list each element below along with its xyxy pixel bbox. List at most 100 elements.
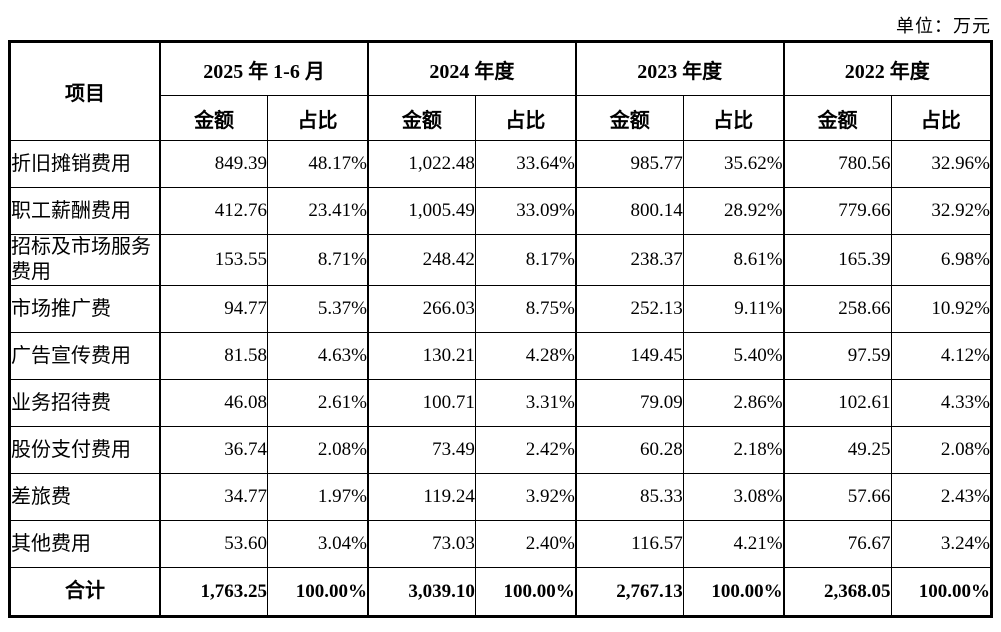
period-header-cell: 2025 年 1-6 月	[159, 41, 369, 96]
ratio-cell: 3.31%	[474, 379, 577, 427]
amount-cell: 800.14	[574, 187, 684, 235]
ratio-header-cell: 占比	[474, 95, 577, 141]
ratio-cell: 2.40%	[474, 520, 577, 568]
amount-cell: 266.03	[366, 285, 476, 333]
amount-cell: 779.66	[782, 187, 892, 235]
unit-label: 单位：万元	[896, 16, 991, 36]
amount-cell: 94.77	[159, 285, 269, 333]
ratio-header-cell: 占比	[682, 95, 785, 141]
ratio-cell: 1.97%	[267, 473, 369, 521]
amount-cell: 849.39	[159, 140, 269, 188]
amount-cell: 79.09	[574, 379, 684, 427]
amount-cell: 34.77	[159, 473, 269, 521]
ratio-cell: 48.17%	[267, 140, 369, 188]
ratio-cell: 2.08%	[890, 426, 993, 474]
ratio-cell: 2.43%	[890, 473, 993, 521]
row-label-cell: 其他费用	[9, 520, 161, 568]
table-row: 业务招待费 46.08 2.61% 100.71 3.31% 79.09 2.86% 102.…	[9, 379, 993, 427]
amount-header-cell: 金额	[159, 95, 269, 141]
amount-cell: 258.66	[782, 285, 892, 333]
table-row: 招标及市场服务费用 153.55 8.71% 248.42 8.17% 238.37 8.6…	[9, 234, 993, 286]
amount-header-cell: 金额	[782, 95, 892, 141]
ratio-cell: 9.11%	[682, 285, 785, 333]
amount-cell: 46.08	[159, 379, 269, 427]
table-body: 折旧摊销费用 849.39 48.17% 1,022.48 33.64% 985.77 35…	[9, 140, 993, 617]
amount-cell: 102.61	[782, 379, 892, 427]
amount-cell: 412.76	[159, 187, 269, 235]
amount-cell: 97.59	[782, 332, 892, 380]
table-row: 职工薪酬费用 412.76 23.41% 1,005.49 33.09% 800.14 28…	[9, 187, 993, 235]
item-column-header: 项目	[9, 41, 161, 141]
table-row: 股份支付费用 36.74 2.08% 73.49 2.42% 60.28 2.18% 49.2…	[9, 426, 993, 474]
ratio-cell: 2.61%	[267, 379, 369, 427]
ratio-cell: 3.04%	[267, 520, 369, 568]
row-label-cell: 股份支付费用	[9, 426, 161, 474]
ratio-cell: 4.33%	[890, 379, 993, 427]
ratio-cell: 5.40%	[682, 332, 785, 380]
amount-cell: 81.58	[159, 332, 269, 380]
table-row: 差旅费 34.77 1.97% 119.24 3.92% 85.33 3.08% 57.66 2…	[9, 473, 993, 521]
amount-cell: 248.42	[366, 234, 476, 286]
amount-cell: 76.67	[782, 520, 892, 568]
ratio-cell: 3.24%	[890, 520, 993, 568]
total-amount-cell: 3,039.10	[366, 567, 476, 617]
amount-cell: 119.24	[366, 473, 476, 521]
table-row: 折旧摊销费用 849.39 48.17% 1,022.48 33.64% 985.77 35…	[9, 140, 993, 188]
amount-cell: 153.55	[159, 234, 269, 286]
amount-header-cell: 金额	[366, 95, 476, 141]
period-header-cell: 2022 年度	[782, 41, 992, 96]
ratio-cell: 23.41%	[267, 187, 369, 235]
ratio-cell: 2.86%	[682, 379, 785, 427]
ratio-cell: 8.17%	[474, 234, 577, 286]
row-label-cell: 业务招待费	[9, 379, 161, 427]
ratio-cell: 4.12%	[890, 332, 993, 380]
amount-cell: 238.37	[574, 234, 684, 286]
total-amount-cell: 2,767.13	[574, 567, 684, 617]
ratio-cell: 4.21%	[682, 520, 785, 568]
row-label-cell: 折旧摊销费用	[9, 140, 161, 188]
amount-cell: 53.60	[159, 520, 269, 568]
amount-cell: 780.56	[782, 140, 892, 188]
amount-cell: 149.45	[574, 332, 684, 380]
ratio-cell: 4.63%	[267, 332, 369, 380]
table-row: 市场推广费 94.77 5.37% 266.03 8.75% 252.13 9.11% 258…	[9, 285, 993, 333]
ratio-cell: 8.71%	[267, 234, 369, 286]
amount-cell: 1,005.49	[366, 187, 476, 235]
ratio-header-cell: 占比	[890, 95, 993, 141]
total-amount-cell: 2,368.05	[782, 567, 892, 617]
ratio-cell: 8.75%	[474, 285, 577, 333]
ratio-cell: 5.37%	[267, 285, 369, 333]
total-ratio-cell: 100.00%	[267, 567, 369, 617]
amount-cell: 73.49	[366, 426, 476, 474]
period-header-cell: 2023 年度	[574, 41, 785, 96]
ratio-cell: 4.28%	[474, 332, 577, 380]
row-label-cell: 市场推广费	[9, 285, 161, 333]
ratio-cell: 2.08%	[267, 426, 369, 474]
ratio-cell: 33.09%	[474, 187, 577, 235]
total-label-cell: 合计	[9, 567, 161, 617]
total-amount-cell: 1,763.25	[159, 567, 269, 617]
total-ratio-cell: 100.00%	[890, 567, 993, 617]
row-label-cell: 职工薪酬费用	[9, 187, 161, 235]
amount-header-cell: 金额	[574, 95, 684, 141]
total-row: 合计 1,763.25 100.00% 3,039.10 100.00% 2,767.13…	[9, 567, 993, 617]
amount-cell: 116.57	[574, 520, 684, 568]
table-row: 其他费用 53.60 3.04% 73.03 2.40% 116.57 4.21% 76.67…	[9, 520, 993, 568]
ratio-cell: 32.92%	[890, 187, 993, 235]
ratio-cell: 3.08%	[682, 473, 785, 521]
expense-breakdown-table: 项目 2025 年 1-6 月 2024 年度 2023 年度 2022 年度 金额占…	[8, 40, 993, 618]
sub-header-row: 金额 占比 金额 占比 金额 占比 金额 占比	[10, 95, 993, 141]
period-header-row: 项目 2025 年 1-6 月 2024 年度 2023 年度 2022 年度	[9, 41, 992, 141]
amount-cell: 85.33	[574, 473, 684, 521]
amount-cell: 252.13	[574, 285, 684, 333]
ratio-cell: 10.92%	[890, 285, 993, 333]
amount-cell: 73.03	[366, 520, 476, 568]
amount-cell: 36.74	[159, 426, 269, 474]
amount-cell: 165.39	[782, 234, 892, 286]
ratio-cell: 33.64%	[474, 140, 577, 188]
table-row: 广告宣传费用 81.58 4.63% 130.21 4.28% 149.45 5.40% 97…	[9, 332, 993, 380]
amount-cell: 60.28	[574, 426, 684, 474]
amount-cell: 57.66	[782, 473, 892, 521]
ratio-cell: 2.42%	[474, 426, 577, 474]
